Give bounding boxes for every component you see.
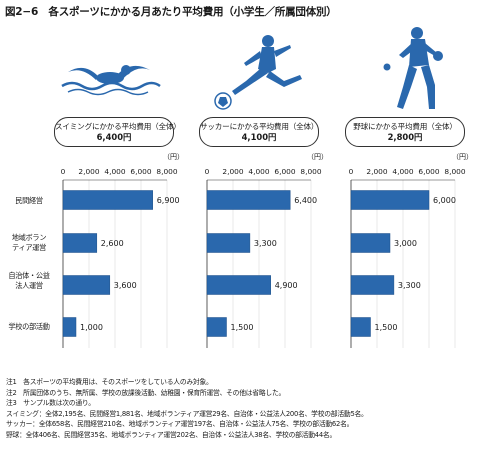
swimming-tick-label: 6,000 xyxy=(130,167,151,176)
soccer-tick-label: 0 xyxy=(205,167,210,176)
soccer-value-label: 1,500 xyxy=(231,323,254,332)
chart-title: 図2−6 各スポーツにかかる月あたり平均費用（小学生／所属団体別） xyxy=(5,6,337,18)
soccer-player-icon xyxy=(214,35,302,110)
note-2: 注2 所属団体のうち、無所属、学校の放課後活動、幼稚園・保育所運営、その他は省略… xyxy=(6,388,286,397)
notes: 注1 各スポーツの平均費用は、そのスポーツをしている人のみ対象。 注2 所属団体… xyxy=(6,377,368,441)
note-sample-baseball: 野球：全体406名、民間経営35名、地域ボランティア運営202名、自治体・公益法… xyxy=(6,430,336,439)
soccer-tick-label: 8,000 xyxy=(300,167,321,176)
baseball-bar xyxy=(350,190,430,210)
swimmer-icon xyxy=(61,65,161,96)
baseball-summary-label: 野球にかかる平均費用（全体） xyxy=(353,122,457,131)
note-3: 注3 サンプル数は次の通り。 xyxy=(6,399,95,408)
swimming-bar xyxy=(62,233,98,253)
category-label-private: 民間経営 xyxy=(15,196,43,205)
baseball-tick-label: 4,000 xyxy=(392,167,413,176)
unit-label-swimming: （円） xyxy=(163,153,184,161)
soccer-summary-box: サッカーにかかる平均費用（全体） 4,100円 xyxy=(199,117,319,147)
category-label-school: 学校の部活動 xyxy=(8,322,50,331)
category-label-volunteer: 地域ボラン ティア運営 xyxy=(11,233,47,252)
baseball-value-label: 3,000 xyxy=(394,239,417,248)
swimming-summary-label: スイミングにかかる平均費用（全体） xyxy=(55,122,181,131)
note-sample-soccer: サッカー：全体658名、民間経営210名、地域ボランティア運営197名、自治体・… xyxy=(6,420,354,429)
swimming-tick-label: 0 xyxy=(61,167,66,176)
swimming-summary-box: スイミングにかかる平均費用（全体） 6,400円 xyxy=(54,117,181,147)
soccer-value-label: 4,900 xyxy=(275,281,298,290)
soccer-summary-label: サッカーにかかる平均費用（全体） xyxy=(200,122,319,131)
soccer-tick-label: 6,000 xyxy=(274,167,295,176)
soccer-bar xyxy=(206,317,227,337)
swimming-bar xyxy=(62,317,77,337)
unit-label-soccer: （円） xyxy=(307,153,328,161)
swimming-summary-value: 6,400円 xyxy=(96,132,132,142)
swimming-tick-label: 4,000 xyxy=(104,167,125,176)
baseball-tick-label: 8,000 xyxy=(444,167,465,176)
note-sample-swimming: スイミング：全体2,195名、民間経営1,881名、地域ボランティア運営29名、… xyxy=(6,409,368,418)
baseball-tick-label: 6,000 xyxy=(418,167,439,176)
swimming-tick-label: 8,000 xyxy=(156,167,177,176)
swimming-bar xyxy=(62,275,111,295)
soccer-bar xyxy=(206,275,271,295)
baseball-summary-value: 2,800円 xyxy=(387,132,423,142)
baseball-tick-label: 2,000 xyxy=(366,167,387,176)
soccer-value-label: 6,400 xyxy=(294,196,317,205)
category-label-public: 自治体・公益 法人運営 xyxy=(8,271,50,290)
baseball-tick-label: 0 xyxy=(349,167,354,176)
swimming-bar xyxy=(62,190,153,210)
baseball-value-label: 1,500 xyxy=(375,323,398,332)
swimming-value-label: 3,600 xyxy=(114,281,137,290)
soccer-summary-value: 4,100円 xyxy=(241,132,277,142)
note-1: 注1 各スポーツの平均費用は、そのスポーツをしている人のみ対象。 xyxy=(6,378,213,386)
soccer-tick-label: 4,000 xyxy=(248,167,269,176)
baseball-bar xyxy=(350,275,395,295)
baseball-bar xyxy=(350,233,391,253)
baseball-value-label: 6,000 xyxy=(433,196,456,205)
baseball-bar xyxy=(350,317,371,337)
soccer-value-label: 3,300 xyxy=(254,239,277,248)
soccer-bar xyxy=(206,190,291,210)
soccer-bar xyxy=(206,233,251,253)
soccer-tick-label: 2,000 xyxy=(222,167,243,176)
swimming-value-label: 1,000 xyxy=(80,323,103,332)
baseball-value-label: 3,300 xyxy=(398,281,421,290)
swimming-tick-label: 2,000 xyxy=(78,167,99,176)
swimming-value-label: 2,600 xyxy=(101,239,124,248)
baseball-pitcher-icon xyxy=(383,27,443,109)
swimming-value-label: 6,900 xyxy=(157,196,180,205)
baseball-summary-box: 野球にかかる平均費用（全体） 2,800円 xyxy=(345,117,465,147)
unit-label-baseball: （円） xyxy=(452,153,473,161)
